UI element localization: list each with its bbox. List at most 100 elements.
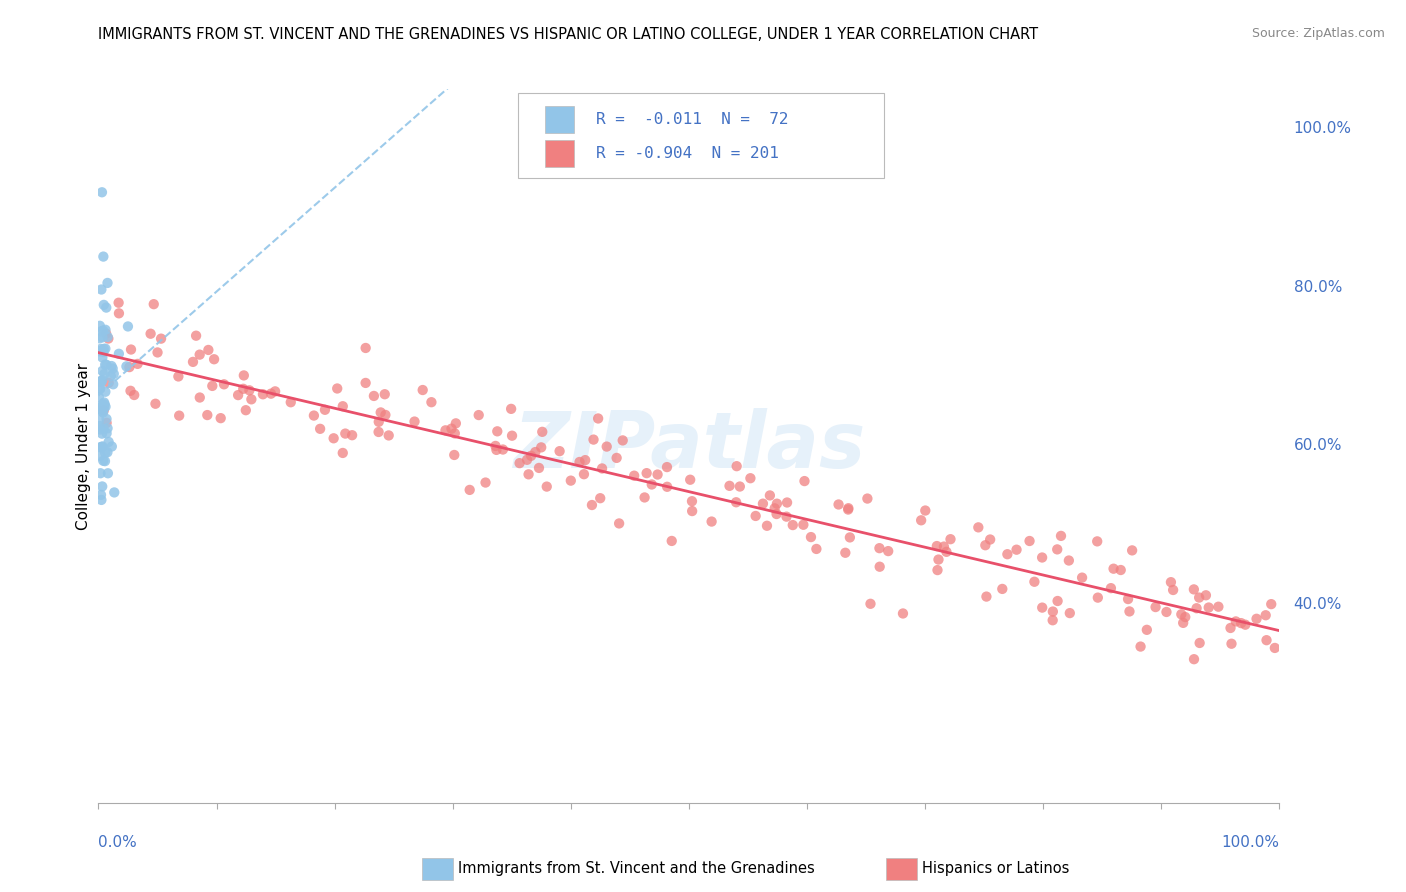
Point bbox=[87, 412, 110, 426]
Point bbox=[927, 563, 949, 577]
Point bbox=[1018, 533, 1040, 548]
Point bbox=[759, 488, 782, 502]
Point bbox=[91, 398, 114, 412]
Point bbox=[1099, 581, 1122, 595]
Point bbox=[1161, 582, 1184, 597]
Point bbox=[96, 445, 118, 459]
Point bbox=[184, 328, 207, 343]
Point bbox=[91, 324, 114, 338]
Point bbox=[201, 379, 224, 393]
Point bbox=[374, 408, 396, 422]
Point bbox=[725, 459, 748, 474]
Point bbox=[1118, 604, 1140, 618]
Point bbox=[188, 348, 211, 362]
Point bbox=[718, 479, 741, 493]
Point bbox=[354, 341, 377, 355]
Point bbox=[97, 434, 120, 449]
Point bbox=[560, 474, 582, 488]
FancyBboxPatch shape bbox=[517, 93, 884, 178]
Text: 100.0%: 100.0% bbox=[1294, 121, 1351, 136]
Point bbox=[97, 332, 120, 346]
Point bbox=[1085, 534, 1108, 549]
Point bbox=[103, 367, 125, 381]
Point bbox=[94, 358, 117, 372]
Point bbox=[775, 509, 797, 524]
Text: R = -0.904  N = 201: R = -0.904 N = 201 bbox=[596, 146, 779, 161]
Point bbox=[679, 473, 702, 487]
Point bbox=[800, 530, 823, 544]
Point bbox=[467, 408, 489, 422]
Point bbox=[91, 479, 114, 493]
Point bbox=[97, 467, 120, 481]
Point bbox=[93, 345, 115, 359]
Point bbox=[120, 384, 142, 398]
Point bbox=[89, 419, 111, 434]
Point bbox=[94, 326, 117, 341]
Point bbox=[877, 544, 900, 558]
Point bbox=[332, 399, 354, 413]
Point bbox=[91, 405, 114, 419]
Point bbox=[516, 452, 538, 467]
Point bbox=[209, 411, 232, 425]
Point bbox=[96, 416, 118, 430]
Point bbox=[96, 358, 118, 372]
Point bbox=[188, 391, 211, 405]
Point bbox=[232, 382, 254, 396]
Point bbox=[167, 369, 190, 384]
Point bbox=[91, 373, 114, 387]
Point bbox=[94, 384, 117, 399]
Point bbox=[94, 400, 117, 414]
Point bbox=[766, 497, 789, 511]
Point bbox=[87, 390, 110, 404]
Point bbox=[197, 343, 219, 357]
Point bbox=[647, 467, 669, 482]
Point bbox=[91, 440, 114, 454]
Point bbox=[548, 444, 571, 458]
Point bbox=[939, 532, 962, 546]
Point bbox=[91, 426, 114, 441]
Point bbox=[1208, 599, 1230, 614]
Point bbox=[212, 377, 235, 392]
Point bbox=[979, 533, 1001, 547]
Point bbox=[120, 343, 142, 357]
Point bbox=[93, 298, 115, 312]
Point bbox=[367, 415, 389, 429]
Point bbox=[1156, 605, 1178, 619]
Point bbox=[1057, 553, 1080, 567]
Point bbox=[485, 442, 508, 457]
Point bbox=[90, 492, 112, 507]
Point bbox=[1260, 597, 1282, 611]
Point bbox=[1195, 588, 1218, 602]
Point bbox=[995, 547, 1018, 561]
Text: 60.0%: 60.0% bbox=[1294, 439, 1343, 453]
Point bbox=[1024, 574, 1046, 589]
Point bbox=[536, 480, 558, 494]
Point bbox=[238, 384, 260, 398]
Point bbox=[1256, 633, 1278, 648]
Point bbox=[93, 342, 115, 356]
Point bbox=[91, 404, 114, 418]
Point bbox=[90, 403, 112, 417]
Point bbox=[925, 539, 948, 553]
Point bbox=[142, 297, 165, 311]
Point bbox=[484, 439, 506, 453]
Point bbox=[404, 415, 426, 429]
Point bbox=[501, 401, 523, 416]
Point bbox=[581, 498, 603, 512]
Point bbox=[101, 440, 124, 454]
Point bbox=[655, 460, 678, 475]
Point bbox=[252, 387, 274, 401]
Point bbox=[1042, 613, 1064, 627]
Point bbox=[1188, 591, 1211, 605]
Point bbox=[96, 421, 118, 435]
Point bbox=[377, 428, 399, 442]
Point bbox=[181, 355, 204, 369]
Point bbox=[606, 450, 628, 465]
Point bbox=[967, 520, 990, 534]
Point bbox=[1188, 636, 1211, 650]
Point bbox=[756, 518, 779, 533]
Point bbox=[661, 533, 683, 548]
Point bbox=[1031, 550, 1053, 565]
Text: Hispanics or Latinos: Hispanics or Latinos bbox=[922, 862, 1070, 876]
Point bbox=[1246, 612, 1268, 626]
